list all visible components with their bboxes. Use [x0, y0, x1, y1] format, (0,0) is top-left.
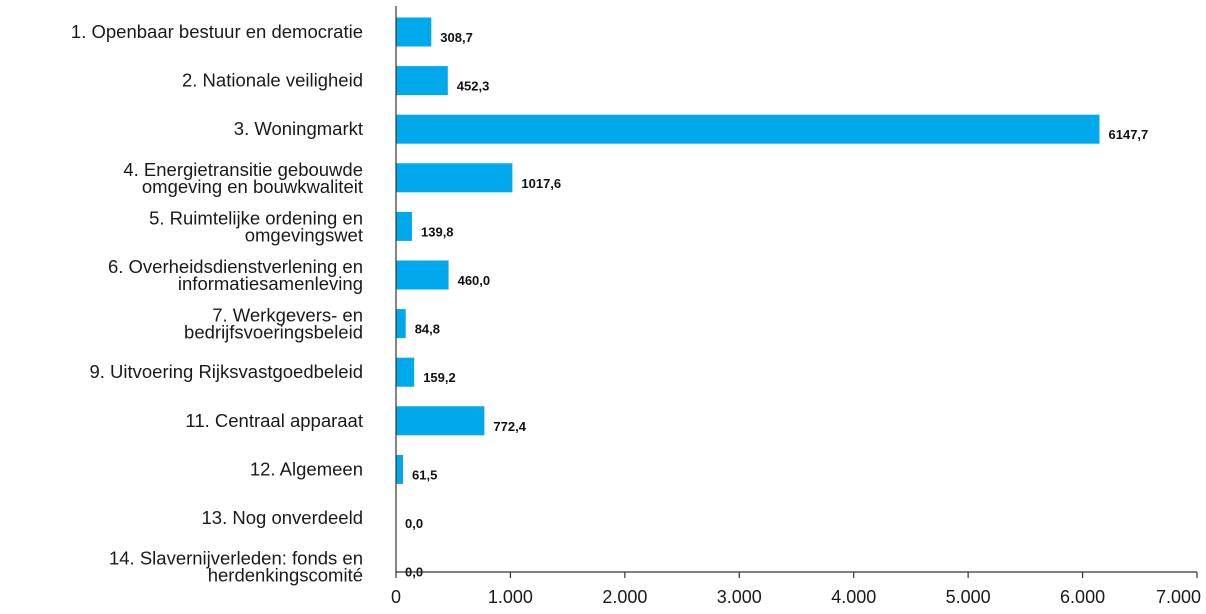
category-label: 5. Ruimtelijke ordening en [149, 207, 363, 228]
value-label: 84,8 [415, 322, 440, 337]
category-labels-group: 1. Openbaar bestuur en democratie 2. Nati… [71, 21, 363, 586]
category-label: 13. Nog onverdeeld [202, 507, 363, 528]
bar [396, 357, 415, 387]
value-label: 159,2 [423, 370, 456, 385]
x-tick-label: 4.000 [831, 587, 876, 607]
x-tick-label: 0 [391, 587, 401, 607]
bar [396, 17, 432, 47]
x-tick-label: 5.000 [946, 587, 991, 607]
x-tick-label: 6.000 [1060, 587, 1105, 607]
value-label: 452,3 [457, 79, 490, 94]
bar [396, 211, 412, 241]
category-label: 3. Woningmarkt [234, 118, 363, 139]
category-label: bedrijfsvoeringsbeleid [184, 322, 363, 343]
category-label: omgevingswet [245, 224, 363, 245]
x-tick-label: 3.000 [717, 587, 762, 607]
bar [396, 114, 1100, 144]
bar [396, 66, 448, 96]
x-tick-label: 2.000 [602, 587, 647, 607]
category-label: 4. Energietransitie gebouwde [123, 159, 363, 180]
category-label: 9. Uitvoering Rijksvastgoedbeleid [89, 361, 363, 382]
category-label: 7. Werkgevers- en [212, 305, 363, 326]
value-label: 308,7 [440, 30, 473, 45]
category-label: herdenkingscomité [208, 565, 363, 586]
value-label: 0,0 [405, 516, 423, 531]
category-label: 6. Overheidsdienstverlening en [108, 256, 363, 277]
x-tick-label: 7.000 [1156, 587, 1201, 607]
x-axis: 0 1.000 2.000 3.000 4.000 5.000 6.000 7.000 [391, 6, 1201, 607]
value-label: 1017,6 [521, 176, 561, 191]
bar [396, 163, 513, 193]
category-label: 2. Nationale veiligheid [182, 70, 363, 91]
category-label: 11. Centraal apparaat [185, 410, 363, 431]
bar [396, 454, 403, 484]
bar [396, 260, 449, 290]
category-label: informatiesamenleving [178, 273, 363, 294]
category-label: 12. Algemeen [250, 458, 363, 479]
value-label: 139,8 [421, 224, 454, 239]
value-label: 460,0 [458, 273, 491, 288]
bars-group [396, 17, 1100, 484]
x-tick-label: 1.000 [488, 587, 533, 607]
category-label: 14. Slavernijverleden: fonds en [109, 548, 363, 569]
bar [396, 309, 406, 339]
value-labels-group: 308,7 452,3 6147,7 1017,6 139,8 460,0 84,8 159,… [405, 30, 1148, 580]
category-label: omgeving en bouwkwaliteit [142, 176, 363, 197]
category-label: 1. Openbaar bestuur en democratie [71, 21, 363, 42]
value-label: 61,5 [412, 467, 437, 482]
value-label: 772,4 [493, 419, 526, 434]
bar [396, 406, 485, 436]
value-label: 6147,7 [1109, 127, 1149, 142]
